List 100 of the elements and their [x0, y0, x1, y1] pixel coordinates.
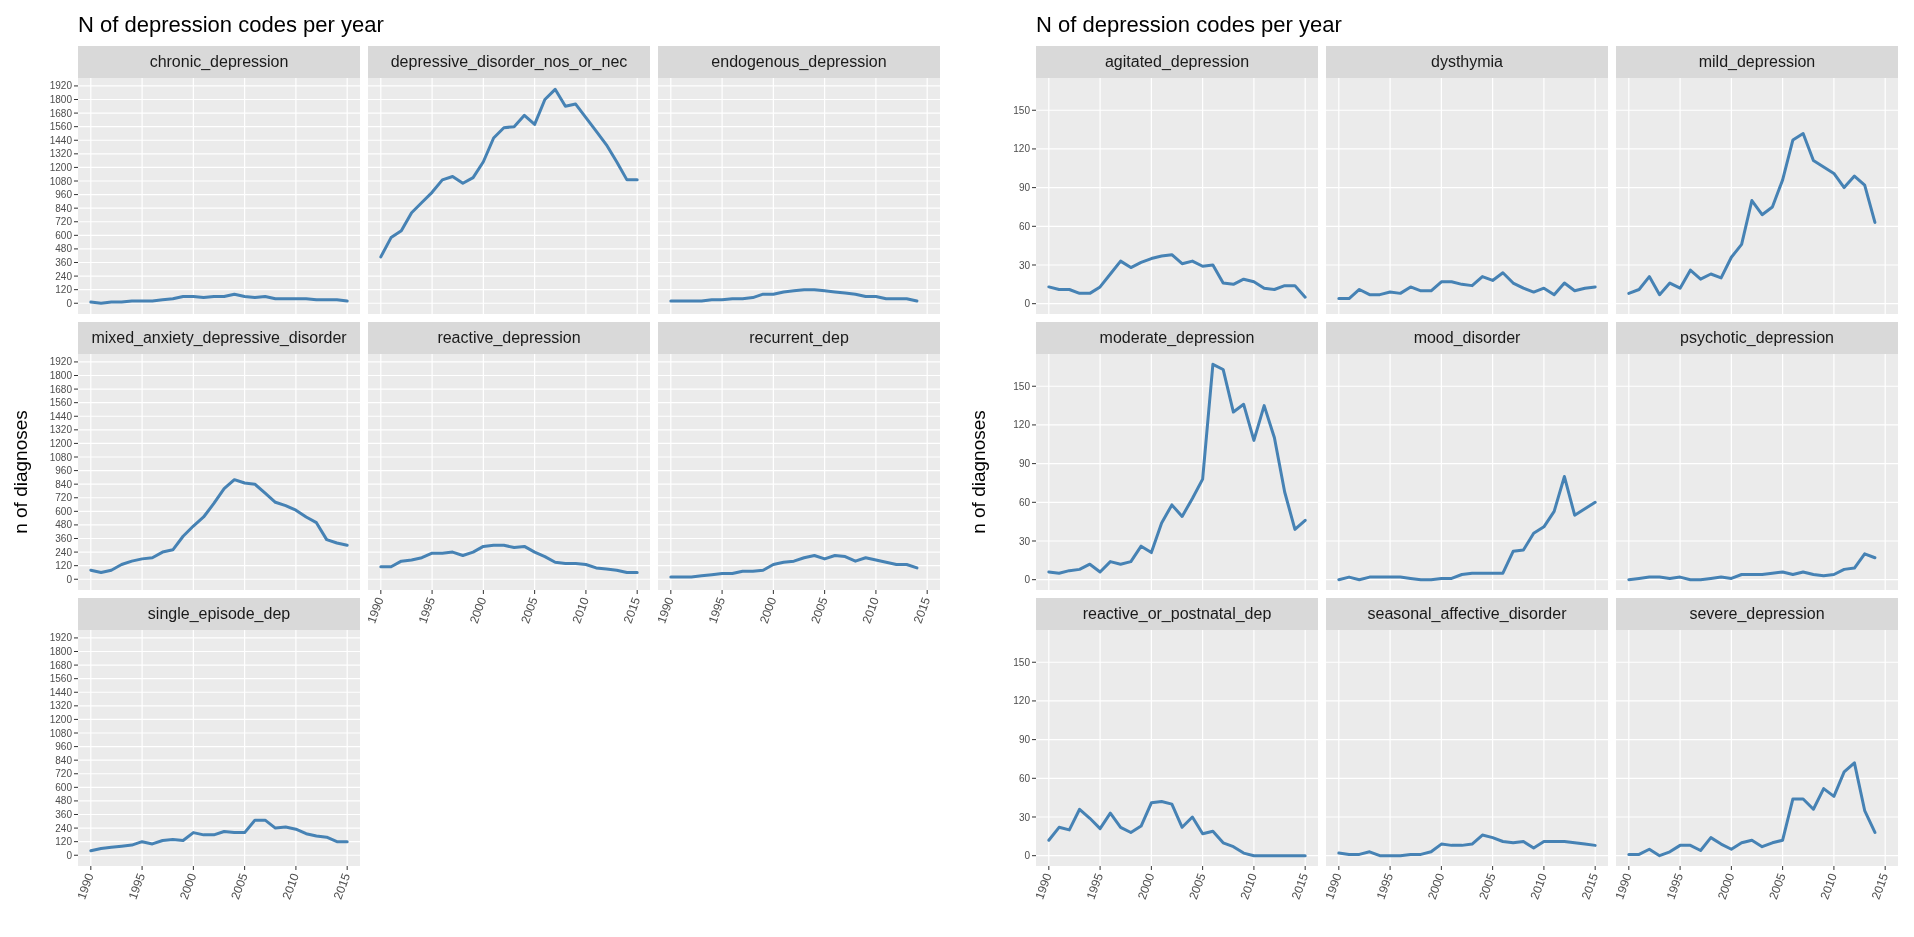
y-tick-label: 120	[1013, 419, 1031, 431]
y-tick-label: 600	[55, 781, 73, 793]
x-tick-label: 1995	[1663, 871, 1687, 902]
y-tick-label: 1440	[49, 686, 73, 698]
y-tick-label: 1200	[49, 161, 73, 173]
x-tick-label: 2000	[1424, 871, 1448, 902]
y-tick-label: 480	[55, 795, 73, 807]
y-tick-label: 1920	[49, 632, 73, 644]
x-tick-label: 1995	[705, 595, 729, 626]
y-tick-label: 600	[55, 229, 73, 241]
y-tick-label: 60	[1018, 496, 1031, 508]
y-tick-label: 600	[55, 505, 73, 517]
y-tick-label: 960	[55, 465, 73, 477]
y-tick-label: 960	[55, 189, 73, 201]
x-tick-label: 2015	[1288, 871, 1312, 902]
text: N of depression codes per year	[78, 12, 384, 38]
x-tick-label: 2000	[756, 595, 780, 626]
y-tick-label: 960	[55, 741, 73, 753]
x-tick-label: 1990	[1612, 871, 1635, 902]
x-tick-label: 2015	[1578, 871, 1602, 902]
y-tick-label: 1560	[49, 397, 73, 409]
x-tick-label: 2005	[1476, 871, 1499, 902]
chart-title: depressive_disorder_nos_or_nec	[368, 46, 650, 78]
x-tick-label: 1990	[74, 871, 97, 902]
y-axis-title: n of diagnoses	[968, 410, 990, 534]
y-tick-label: 1200	[49, 713, 73, 725]
x-tick-label: 2010	[1817, 871, 1840, 902]
x-tick-label: 1995	[1373, 871, 1397, 902]
x-tick-label: 2010	[859, 595, 882, 626]
y-tick-label: 120	[1013, 143, 1031, 155]
x-tick-label: 1990	[364, 595, 387, 626]
chart-title: single_episode_dep	[78, 598, 360, 630]
x-tick-label: 2005	[808, 595, 831, 626]
chart-title: moderate_depression	[1036, 322, 1318, 354]
y-tick-label: 90	[1018, 734, 1031, 746]
y-tick-label: 360	[55, 533, 73, 545]
x-tick-label: 2010	[279, 871, 302, 902]
x-tick-label: 2015	[910, 595, 934, 626]
x-tick-label: 2000	[176, 871, 200, 902]
y-tick-label: 240	[55, 546, 73, 558]
y-tick-label: 1680	[49, 107, 73, 119]
y-tick-label: 240	[55, 822, 73, 834]
y-tick-label: 1440	[49, 134, 73, 146]
x-tick-label: 2015	[330, 871, 354, 902]
y-tick-label: 840	[55, 202, 73, 214]
y-tick-label: 0	[66, 573, 73, 585]
y-tick-label: 720	[55, 768, 73, 780]
x-tick-label: 2005	[518, 595, 541, 626]
x-tick-label: 2010	[1527, 871, 1550, 902]
y-tick-label: 1560	[49, 673, 73, 685]
y-tick-label: 90	[1018, 458, 1031, 470]
y-tick-label: 0	[66, 849, 73, 861]
x-tick-label: 2005	[1766, 871, 1789, 902]
y-tick-label: 1680	[49, 659, 73, 671]
x-tick-label: 2000	[1134, 871, 1158, 902]
y-tick-label: 1080	[49, 451, 73, 463]
line-series	[89, 818, 349, 853]
chart-title: mood_disorder	[1326, 322, 1608, 354]
y-tick-label: 1800	[49, 94, 73, 106]
y-axis-title: n of diagnoses	[10, 410, 32, 534]
y-tick-label: 120	[55, 284, 73, 296]
y-tick-label: 150	[1013, 104, 1031, 116]
y-tick-label: 120	[55, 836, 73, 848]
y-tick-label: 60	[1018, 772, 1031, 784]
x-tick-label: 1995	[125, 871, 149, 902]
x-tick-label: 1990	[1032, 871, 1055, 902]
chart-title: agitated_depression	[1036, 46, 1318, 78]
x-tick-label: 2015	[620, 595, 644, 626]
x-tick-label: 1990	[1322, 871, 1345, 902]
y-tick-label: 720	[55, 216, 73, 228]
y-tick-label: 480	[55, 519, 73, 531]
x-tick-label: 2010	[1237, 871, 1260, 902]
y-tick-label: 30	[1018, 811, 1031, 823]
line-series	[89, 478, 349, 574]
x-tick-label: 1990	[654, 595, 677, 626]
y-tick-label: 240	[55, 270, 73, 282]
y-tick-label: 360	[55, 809, 73, 821]
y-tick-label: 150	[1013, 656, 1031, 668]
chart-title: chronic_depression	[78, 46, 360, 78]
chart-title: severe_depression	[1616, 598, 1898, 630]
line-series	[1047, 253, 1307, 299]
y-tick-label: 1680	[49, 383, 73, 395]
y-tick-label: 0	[1024, 574, 1031, 586]
y-tick-label: 1560	[49, 121, 73, 133]
y-tick-label: 30	[1018, 259, 1031, 271]
y-tick-label: 360	[55, 257, 73, 269]
chart-title: reactive_or_postnatal_dep	[1036, 598, 1318, 630]
y-tick-label: 90	[1018, 182, 1031, 194]
x-tick-label: 2015	[1868, 871, 1892, 902]
y-tick-label: 1080	[49, 727, 73, 739]
x-tick-label: 1995	[1083, 871, 1107, 902]
text: N of depression codes per year	[1036, 12, 1342, 38]
y-tick-label: 1800	[49, 646, 73, 658]
x-tick-label: 2005	[1186, 871, 1209, 902]
line-series	[1047, 362, 1307, 575]
chart-title: psychotic_depression	[1616, 322, 1898, 354]
y-tick-label: 1800	[49, 370, 73, 382]
line-series	[89, 292, 349, 305]
y-tick-label: 1920	[49, 80, 73, 92]
y-tick-label: 1080	[49, 175, 73, 187]
